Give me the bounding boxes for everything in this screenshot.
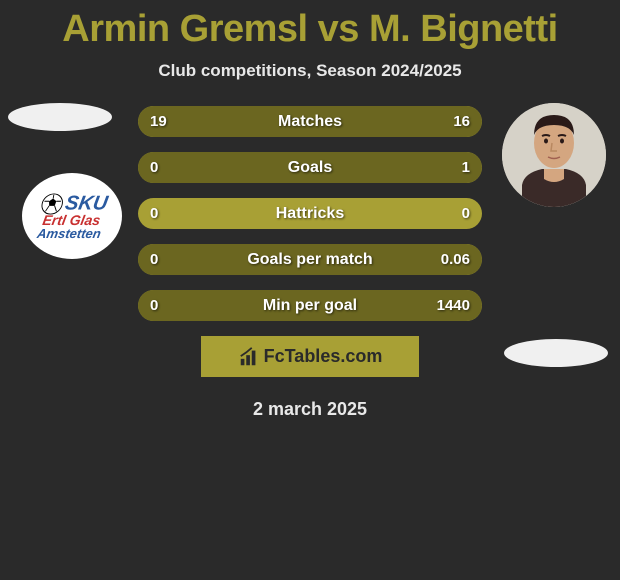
player-left-placeholder xyxy=(8,103,112,131)
stat-label: Matches xyxy=(278,113,342,131)
player-right-photo xyxy=(502,103,606,207)
content-area: SKU Ertl Glas Amstetten xyxy=(0,106,620,420)
stat-value-left: 0 xyxy=(150,297,158,314)
stat-bar: 0 Goals 1 xyxy=(138,152,482,183)
chart-icon xyxy=(238,346,260,368)
stat-value-left: 19 xyxy=(150,113,167,130)
footer-brand-text: FcTables.com xyxy=(264,346,383,367)
badge-line1: SKU xyxy=(63,192,109,214)
stat-label: Min per goal xyxy=(263,297,357,315)
stat-label: Hattricks xyxy=(276,205,344,223)
footer-brand-box: FcTables.com xyxy=(201,336,419,377)
stat-value-left: 0 xyxy=(150,251,158,268)
stat-value-right: 1 xyxy=(462,159,470,176)
subtitle: Club competitions, Season 2024/2025 xyxy=(0,61,620,81)
right-column xyxy=(502,106,612,367)
badge-line3: Amstetten xyxy=(35,227,104,240)
stat-value-right: 0.06 xyxy=(441,251,470,268)
left-column: SKU Ertl Glas Amstetten xyxy=(8,106,128,259)
stat-label: Goals per match xyxy=(247,251,372,269)
stat-value-left: 0 xyxy=(150,159,158,176)
stat-bar: 0 Hattricks 0 xyxy=(138,198,482,229)
stat-value-right: 16 xyxy=(453,113,470,130)
stat-label: Goals xyxy=(288,159,332,177)
stat-bar: 0 Min per goal 1440 xyxy=(138,290,482,321)
stat-value-right: 1440 xyxy=(437,297,470,314)
stat-value-right: 0 xyxy=(462,205,470,222)
stat-bar: 0 Goals per match 0.06 xyxy=(138,244,482,275)
comparison-title: Armin Gremsl vs M. Bignetti xyxy=(0,0,620,51)
stats-bars: 19 Matches 16 0 Goals 1 0 Hattricks 0 0 Goals per … xyxy=(138,106,482,321)
badge-line2: Ertl Glas xyxy=(37,213,106,227)
stat-value-left: 0 xyxy=(150,205,158,222)
date-label: 2 march 2025 xyxy=(0,399,620,420)
stat-bar: 19 Matches 16 xyxy=(138,106,482,137)
club-right-placeholder xyxy=(504,339,608,367)
club-badge-left: SKU Ertl Glas Amstetten xyxy=(22,173,122,259)
